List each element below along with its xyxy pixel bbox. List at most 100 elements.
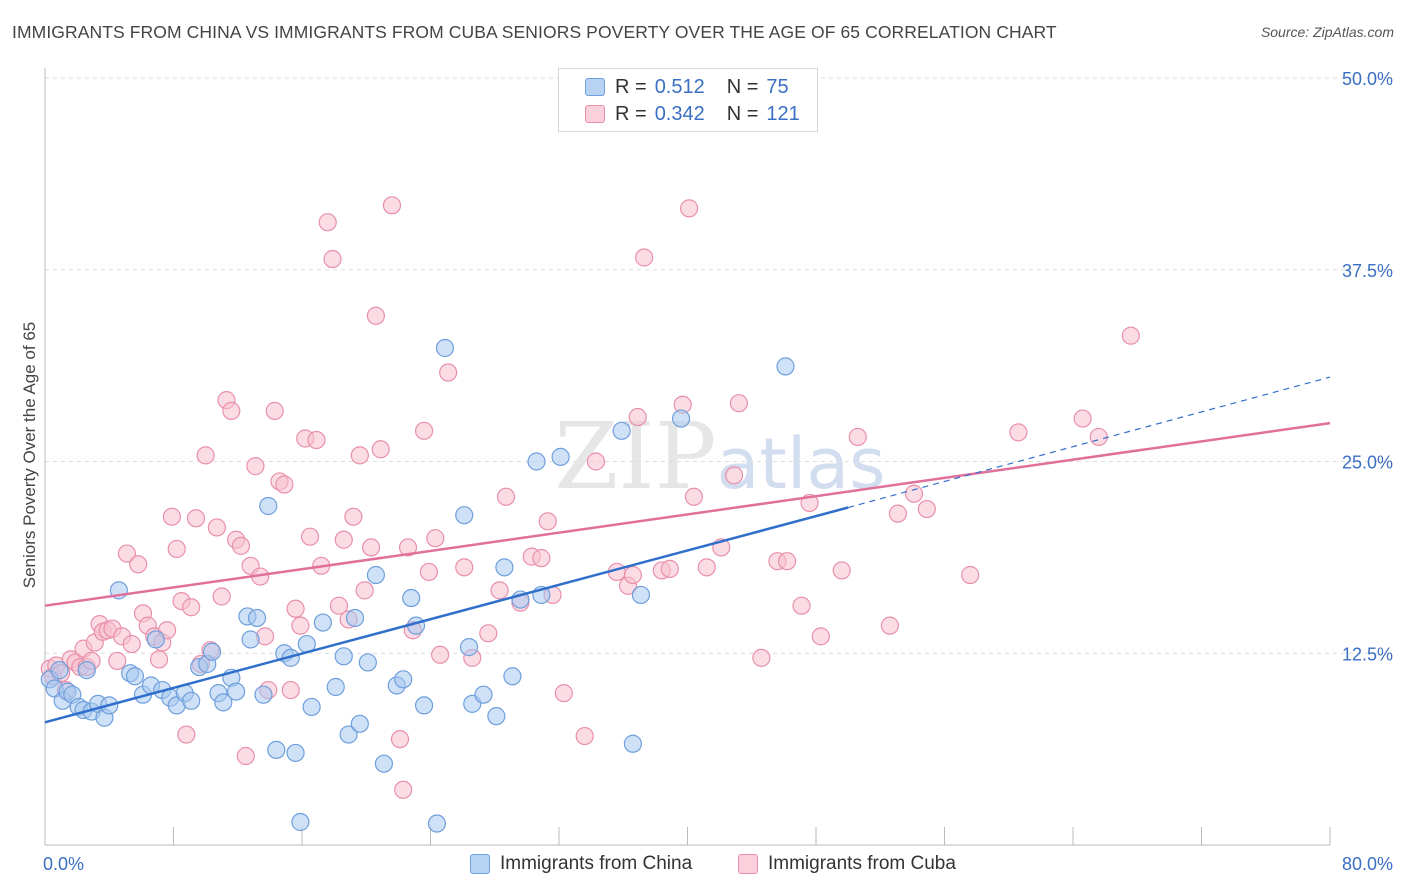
china-point: [286, 743, 305, 763]
cuba-point: [479, 624, 498, 643]
china-n-label: N =: [726, 75, 759, 98]
cuba-point: [108, 651, 127, 671]
cuba-point: [222, 401, 241, 420]
cuba-r-label: R =: [615, 102, 647, 125]
cuba-point: [149, 650, 169, 669]
china-point: [459, 638, 479, 657]
cuba-point: [355, 581, 374, 600]
cuba-point: [212, 587, 231, 606]
china-point: [623, 734, 642, 753]
cuba-point: [300, 527, 320, 546]
china-point: [671, 409, 691, 428]
cuba-point: [888, 504, 908, 523]
china-point: [503, 667, 522, 686]
bottom-legend-cuba: Immigrants from Cuba: [738, 852, 956, 876]
cuba-point: [390, 730, 410, 749]
cuba-point: [265, 401, 284, 420]
cuba-point: [361, 538, 381, 557]
y-tick-label: 25.0%: [1342, 453, 1393, 473]
x-tick-label-max: 80.0%: [1342, 854, 1393, 874]
china-point: [77, 661, 96, 680]
cuba-point: [554, 684, 573, 703]
y-tick-label: 37.5%: [1342, 261, 1393, 281]
y-tick-label: 50.0%: [1342, 69, 1393, 89]
bottom-cuba-label: Immigrants from Cuba: [768, 853, 956, 874]
cuba-point: [122, 634, 141, 654]
china-point: [474, 685, 493, 704]
cuba-point: [697, 558, 716, 577]
cuba-point: [382, 196, 402, 215]
y-tick-label: 12.5%: [1342, 644, 1393, 664]
cuba-point: [196, 446, 215, 465]
cuba-point: [323, 249, 342, 269]
chart-title: IMMIGRANTS FROM CHINA VS IMMIGRANTS FROM…: [12, 22, 1057, 42]
cuba-point: [281, 680, 300, 700]
china-r-value: 0.512: [654, 75, 705, 98]
china-point: [241, 630, 260, 649]
cuba-point: [246, 457, 265, 476]
china-point: [326, 677, 345, 697]
china-point: [402, 588, 421, 608]
china-point: [350, 714, 369, 733]
china-point: [455, 506, 474, 525]
cuba-n-label: N =: [726, 102, 759, 125]
china-n-value: 75: [766, 75, 789, 98]
cuba-point: [329, 596, 349, 615]
cuba-point: [848, 427, 867, 447]
cuba-point: [635, 248, 654, 267]
china-point: [414, 696, 434, 715]
cuba-point: [439, 363, 458, 382]
china-point: [495, 558, 514, 577]
bottom-cuba-swatch: [738, 854, 758, 874]
chart-source: Source: ZipAtlas.com: [1260, 24, 1394, 40]
cuba-point: [231, 536, 251, 555]
cuba-n-value: 121: [766, 102, 800, 125]
cuba-point: [811, 627, 830, 646]
cuba-point: [752, 648, 771, 667]
cuba-point: [628, 407, 647, 427]
china-point: [182, 691, 201, 710]
china-point: [291, 812, 310, 832]
china-point: [612, 421, 631, 440]
cuba-point: [724, 466, 744, 485]
cuba-point: [177, 725, 196, 744]
china-point: [254, 685, 273, 704]
cuba-point: [1073, 409, 1092, 428]
cuba-point: [532, 549, 551, 568]
china-point: [366, 565, 385, 585]
bottom-legend-china: Immigrants from China: [470, 852, 692, 876]
cuba-point: [398, 538, 418, 557]
china-point: [313, 613, 332, 632]
cuba-point: [182, 598, 201, 617]
china-point: [227, 682, 246, 701]
china-point: [394, 670, 413, 689]
cuba-point: [904, 484, 924, 503]
china-trend-extension: [847, 376, 1331, 509]
cuba-point: [1009, 423, 1028, 442]
china-point: [247, 608, 267, 628]
cuba-point: [286, 599, 305, 618]
cuba-point: [186, 509, 206, 528]
cuba-point: [832, 561, 851, 580]
cuba-point: [236, 746, 255, 766]
china-trend-line: [44, 506, 849, 724]
cuba-point: [167, 539, 186, 559]
cuba-point: [207, 518, 226, 537]
cuba-point: [334, 530, 353, 549]
cuba-point: [371, 440, 390, 459]
correlation-legend: R = 0.512 N = 75 R = 0.342 N = 121: [558, 68, 818, 132]
cuba-trend-line: [44, 421, 1331, 607]
cuba-point: [117, 544, 137, 563]
china-point: [50, 661, 69, 680]
cuba-point: [538, 512, 557, 531]
cuba-point: [623, 565, 642, 585]
china-point: [214, 693, 233, 712]
china-point: [146, 630, 165, 649]
china-point: [345, 608, 365, 628]
cuba-point: [431, 645, 450, 664]
cuba-point: [366, 306, 385, 325]
cuba-point: [917, 499, 936, 519]
legend-row-cuba: R = 0.342 N = 121: [585, 102, 800, 126]
cuba-point: [394, 780, 413, 799]
